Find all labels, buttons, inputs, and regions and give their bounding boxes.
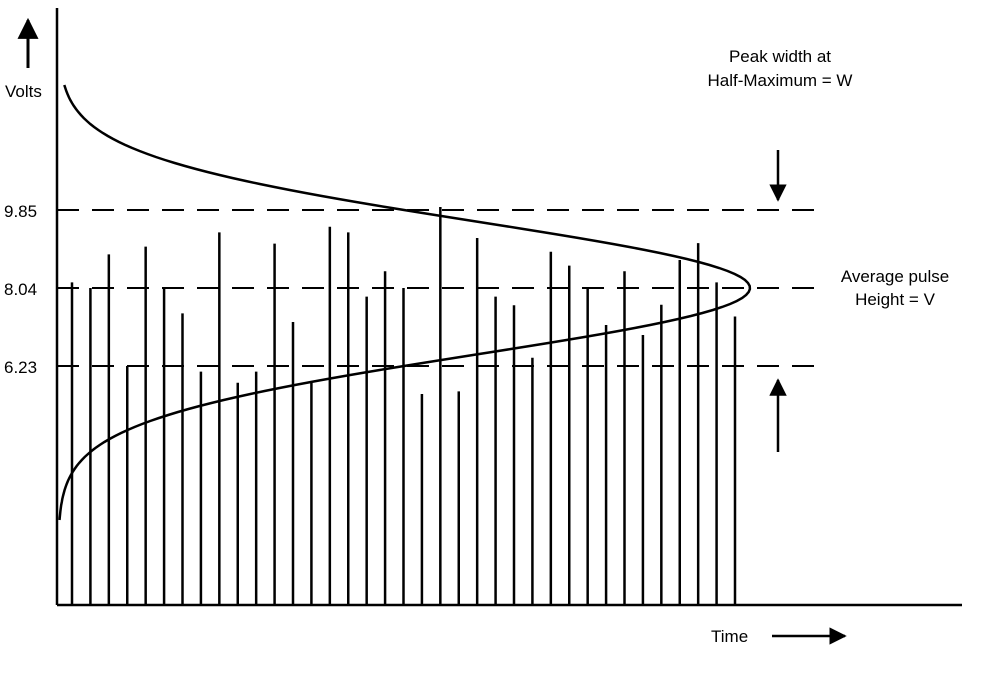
y-axis-label: Volts — [5, 82, 42, 101]
height-annotation-line1: Average pulse — [841, 267, 949, 286]
x-axis-label: Time — [711, 627, 748, 646]
distribution-curve — [58, 84, 752, 521]
height-annotation-line2: Height = V — [855, 290, 936, 309]
tick-label-upper: 9.85 — [4, 202, 37, 221]
tick-label-mean: 8.04 — [4, 280, 37, 299]
tick-label-lower: 6.23 — [4, 358, 37, 377]
width-annotation-line2: Half-Maximum = W — [708, 71, 853, 90]
width-annotation-line1: Peak width at — [729, 47, 831, 66]
pulse-lines — [70, 206, 737, 605]
